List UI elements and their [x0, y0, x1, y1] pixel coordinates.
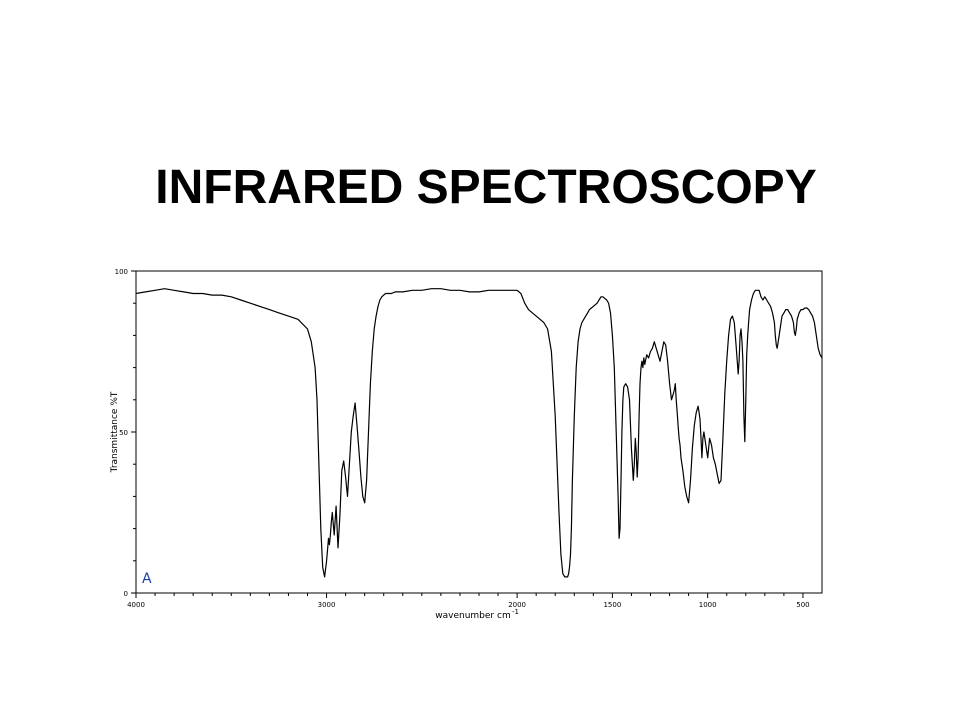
axis-label-layer: Transmittance %T wavenumber cm -1 A — [110, 391, 519, 621]
y-tick-label: 100 — [115, 268, 128, 276]
x-tick-label: 500 — [796, 601, 809, 609]
x-tick-label: 1000 — [699, 601, 717, 609]
y-tick-label: 0 — [124, 590, 128, 598]
chart-frame-layer — [135, 270, 823, 594]
x-tick-label: 4000 — [127, 601, 145, 609]
x-tick-label: 3000 — [318, 601, 336, 609]
spectrum-line-layer — [135, 288, 823, 578]
tick-layer: 0 50 100 4000 3000 2000 1500 1000 500 — [115, 268, 810, 609]
x-axis-label-superscript: -1 — [512, 608, 519, 616]
y-tick-label: 50 — [119, 429, 128, 437]
x-tick-label: 2000 — [508, 601, 526, 609]
spectrum-series-line — [135, 288, 823, 578]
plot-frame — [135, 270, 823, 594]
x-axis-label: wavenumber cm — [435, 611, 510, 621]
slide-title: INFRARED SPECTROSCOPY — [155, 161, 817, 214]
panel-label: A — [142, 571, 152, 587]
x-tick-label: 1500 — [603, 601, 621, 609]
y-axis-label: Transmittance %T — [110, 391, 120, 473]
